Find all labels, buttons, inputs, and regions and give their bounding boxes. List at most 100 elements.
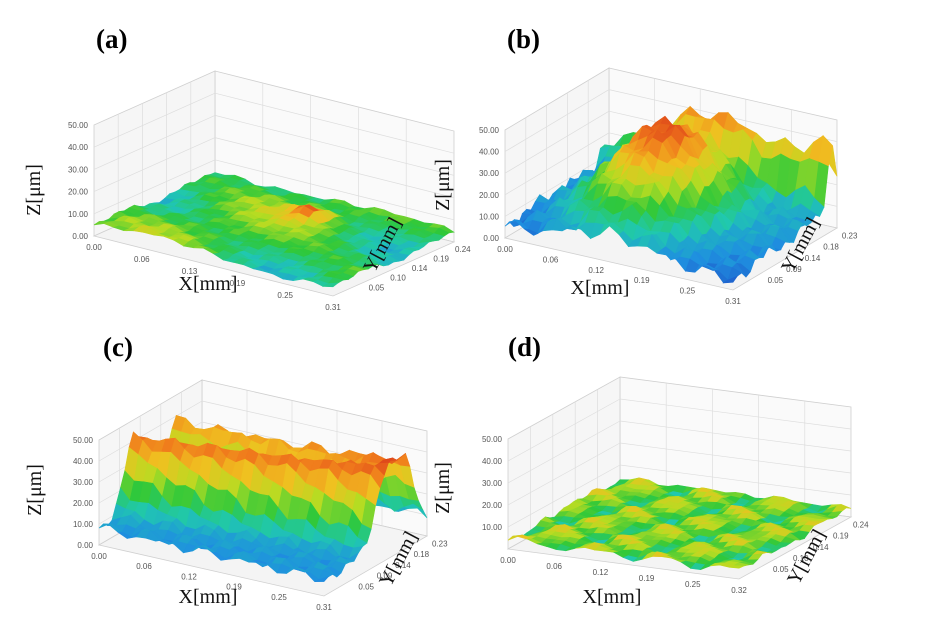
x-axis-ticks: 0.00 0.06 0.13 0.19 0.25 0.31: [86, 243, 341, 312]
x-tick-label: 0.06: [136, 562, 152, 571]
z-tick-label: 40.00: [479, 148, 500, 157]
x-tick-label: 0.00: [91, 552, 107, 561]
grid-line: [504, 132, 610, 196]
panel-label: (b): [507, 24, 540, 54]
surface-mesh: [507, 477, 852, 571]
z-axis-label: Z[μm]: [23, 164, 45, 216]
x-tick-label: 0.25: [277, 291, 293, 300]
x-tick-label: 0.12: [593, 568, 609, 577]
z-tick-label: 40.00: [73, 457, 94, 466]
grid-line: [93, 115, 216, 170]
x-axis-label: X[mm]: [571, 277, 630, 299]
z-tick-label: 10.00: [479, 212, 500, 221]
z-tick-label: 20.00: [479, 191, 500, 200]
z-axis-ticks: 0.00 10.00 20.00 30.00 40.00 50.00: [68, 121, 89, 241]
z-tick-label: 20.00: [68, 188, 89, 197]
y-tick-label: 0.05: [369, 283, 385, 292]
y-tick-label: 0.24: [455, 245, 471, 254]
y-tick-label: 0.23: [432, 539, 448, 548]
z-tick-label: 20.00: [73, 499, 94, 508]
z-tick-label: 0.00: [77, 541, 93, 550]
z-axis-label: Z[μm]: [24, 464, 46, 516]
grid-line: [93, 137, 216, 192]
x-tick-label: 0.25: [271, 593, 287, 602]
z-axis-ticks: 0.00 10.00 20.00 30.00 40.00 50.00: [73, 436, 94, 550]
y-tick-label: 0.14: [805, 254, 821, 263]
grid-line: [214, 92, 455, 154]
x-tick-label: 0.25: [680, 287, 696, 296]
z-tick-label: 30.00: [479, 169, 500, 178]
panel-b: 0.00 10.00 20.00 30.00 40.00 50.00 0.00 0.06 0.1…: [432, 24, 858, 306]
grid-line: [619, 398, 852, 430]
y-tick-label: 0.19: [833, 532, 849, 541]
grid-line: [214, 115, 455, 176]
grid-line: [619, 464, 852, 496]
panel-label: (a): [96, 24, 127, 54]
z-tick-label: 30.00: [482, 479, 503, 488]
x-tick-label: 0.13: [182, 267, 198, 276]
x-axis-ticks: 0.00 0.06 0.12 0.19 0.25 0.32: [500, 556, 747, 595]
x-tick-label: 0.31: [316, 603, 332, 612]
grid-line: [619, 442, 852, 474]
y-tick-label: 0.09: [786, 265, 802, 274]
x-axis-ticks: 0.00 0.06 0.12 0.19 0.25 0.31: [91, 552, 332, 612]
x-tick-label: 0.32: [731, 586, 747, 595]
grid-line: [504, 89, 610, 152]
grid-line: [504, 154, 610, 217]
grid-line: [201, 400, 428, 453]
panel-label: (d): [508, 332, 541, 362]
z-tick-label: 50.00: [73, 436, 94, 445]
x-axis-label: X[mm]: [583, 586, 642, 608]
y-axis-ticks: 0.050.090.140.180.23: [358, 539, 448, 591]
z-tick-label: 10.00: [73, 520, 94, 529]
x-tick-label: 0.31: [325, 303, 341, 312]
surface-cell: [722, 275, 739, 284]
x-tick-label: 0.06: [543, 255, 559, 264]
surface-cell: [729, 565, 744, 569]
x-tick-label: 0.12: [588, 266, 604, 275]
surface-cell: [314, 576, 330, 582]
y-tick-label: 0.05: [768, 276, 784, 285]
x-tick-label: 0.31: [725, 297, 741, 306]
z-axis-label: Z[μm]: [432, 462, 454, 514]
y-tick-label: 0.14: [412, 264, 428, 273]
y-axis-ticks: 0.05 0.10 0.14 0.19 0.24: [773, 521, 869, 574]
y-tick-label: 0.19: [433, 254, 449, 263]
surface-mesh: [93, 172, 455, 288]
z-tick-label: 50.00: [482, 435, 503, 444]
y-tick-label: 0.05: [773, 565, 789, 574]
x-tick-label: 0.06: [546, 562, 562, 571]
z-axis-label: Z[μm]: [432, 159, 454, 211]
panel-c: 0.00 10.00 20.00 30.00 40.00 50.00 0.00 0.06 0.1…: [24, 332, 448, 612]
y-tick-label: 0.10: [390, 274, 406, 283]
grid-line: [507, 398, 621, 462]
x-tick-label: 0.00: [86, 243, 102, 252]
x-axis-ticks: 0.00 0.06 0.12 0.19 0.25 0.31: [497, 245, 741, 306]
z-tick-label: 50.00: [479, 126, 500, 135]
y-tick-label: 0.14: [395, 561, 411, 570]
y-axis-ticks: 0.050.090.140.180.23: [768, 232, 858, 285]
x-tick-label: 0.19: [226, 583, 242, 592]
x-tick-label: 0.06: [134, 255, 150, 264]
z-tick-label: 0.00: [72, 232, 88, 241]
y-tick-label: 0.18: [823, 243, 839, 252]
grid-line: [504, 110, 610, 174]
y-tick-label: 0.23: [842, 232, 858, 241]
y-tick-label: 0.05: [358, 582, 374, 591]
x-tick-label: 0.19: [634, 276, 650, 285]
x-tick-label: 0.00: [497, 245, 513, 254]
y-tick-label: 0.14: [813, 543, 829, 552]
x-tick-label: 0.25: [685, 580, 701, 589]
z-axis-ticks: 10.00 20.00 30.00 40.00 50.00: [482, 435, 503, 532]
surface-cell: [321, 282, 340, 288]
x-tick-label: 0.12: [181, 572, 197, 581]
z-tick-label: 30.00: [73, 478, 94, 487]
y-tick-label: 0.24: [853, 521, 869, 530]
grid-line: [93, 159, 216, 215]
z-tick-label: 10.00: [482, 523, 503, 532]
y-tick-label: 0.09: [377, 572, 393, 581]
z-axis-ticks: 0.00 10.00 20.00 30.00 40.00 50.00: [479, 126, 500, 243]
z-tick-label: 10.00: [68, 210, 89, 219]
grid-line: [214, 137, 455, 198]
